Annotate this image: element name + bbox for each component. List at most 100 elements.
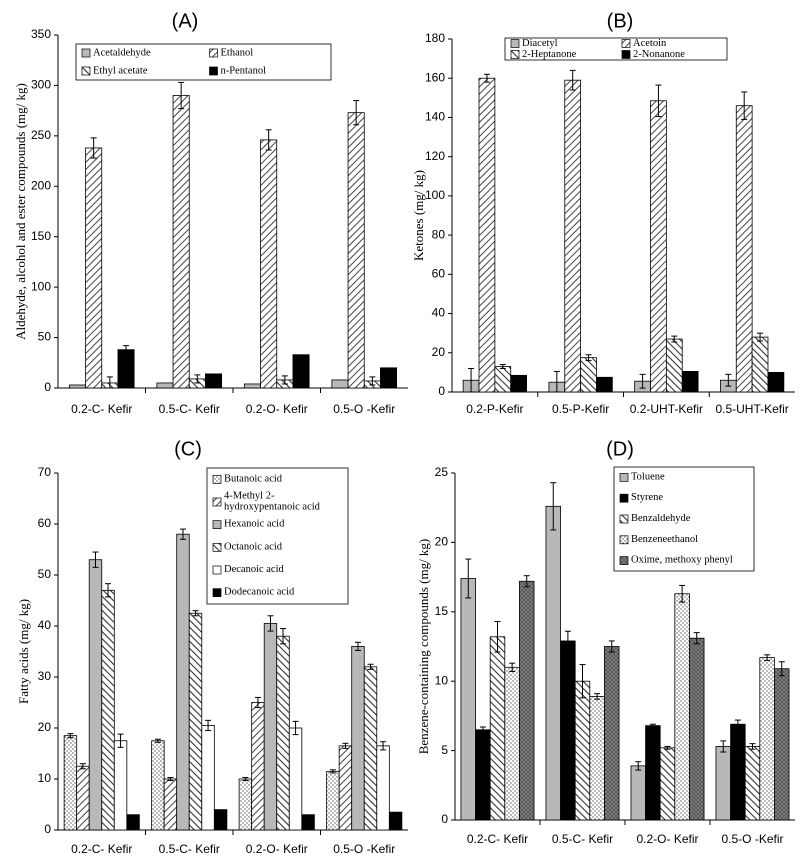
legend-swatch-n-pentanol xyxy=(209,66,218,76)
y-tick-label: 100 xyxy=(31,279,51,293)
bar-acetoin-0-2-uht-kefir xyxy=(650,100,667,393)
legend-swatch-ethanol xyxy=(209,48,218,58)
bar-benzaldehyde-0-2-o-kefir xyxy=(659,747,676,821)
bar-benzaldehyde-0-5-o-kefir xyxy=(744,746,761,821)
bar-hexanoic-acid-0-5-o-kefir xyxy=(351,646,365,831)
legend-label-decanoic-acid: Decanoic acid xyxy=(224,564,285,575)
y-tick-label: 40 xyxy=(38,618,52,632)
bar-butanoic-acid-0-2-c-kefir xyxy=(63,735,78,831)
y-tick-label: 60 xyxy=(38,516,52,530)
legend-label-toluene: Toluene xyxy=(631,472,665,483)
legend-swatch-octanoic-acid xyxy=(212,542,222,552)
bar-2-heptanone-0-5-uht-kefir xyxy=(751,336,769,393)
category-label-0-5-p-kefir: 0.5-P-Kefir xyxy=(552,402,609,416)
bar-styrene-0-5-c-kefir xyxy=(560,640,576,821)
legend: Diacetyl Acetoin 2-Heptanone 2-Nonanone xyxy=(504,37,728,61)
y-tick-label: 70 xyxy=(38,465,52,479)
legend-swatch-2-nonanone xyxy=(621,50,631,59)
legend-label-n-pentanol: n-Pentanol xyxy=(221,65,267,76)
legend-label-benzeneethanol: Benzeneethanol xyxy=(631,534,698,545)
legend-swatch-dodecanoic-acid xyxy=(212,588,222,598)
category-label-0-2-p-kefir: 0.2-P-Kefir xyxy=(466,402,523,416)
legend-label-butanoic-acid: Butanoic acid xyxy=(224,474,283,485)
chart-panel-3: (C) Fatty acids (mg/ kg) 0 10 20 30 40 50 60 70 0.… xyxy=(16,438,408,856)
legend-swatch-benzaldehyde xyxy=(619,514,629,524)
y-axis-label: Ketones (mg/ kg) xyxy=(411,170,426,261)
bar-ethanol-0-5-c-kefir xyxy=(172,95,190,389)
bar-butanoic-acid-0-5-o-kefir xyxy=(326,770,340,831)
legend-box xyxy=(504,37,728,61)
legend-swatch-decanoic-acid xyxy=(212,565,222,575)
bar-acetaldehyde-0-5-c-kefir xyxy=(156,382,174,389)
bar-ethanol-0-2-o-kefir xyxy=(260,139,278,389)
bar-dodecanoic-acid-0-5-c-kefir xyxy=(213,809,228,831)
bar-butanoic-acid-0-5-c-kefir xyxy=(151,740,165,831)
bar-toluene-0-2-c-kefir xyxy=(460,578,476,821)
y-tick-label: 10 xyxy=(38,771,52,785)
chart-panel-1: (A) Aldehyde, alcohol and ester compounds… xyxy=(13,10,408,416)
legend-swatch-styrene xyxy=(619,493,629,503)
bar-oxime-methoxy-phenyl-0-5-c-kefir xyxy=(604,646,620,821)
bar-styrene-0-2-c-kefir xyxy=(475,729,491,821)
legend-box xyxy=(206,467,349,605)
bar-dodecanoic-acid-0-2-o-kefir xyxy=(301,814,315,831)
bar-toluene-0-5-o-kefir xyxy=(715,746,731,821)
bar-hexanoic-acid-0-2-o-kefir xyxy=(263,623,278,831)
legend-label-2-nonanone: 2-Nonanone xyxy=(633,49,685,60)
y-tick-label: 20 xyxy=(38,720,52,734)
bar-2-heptanone-0-2-uht-kefir xyxy=(665,338,683,393)
bar-butanoic-acid-0-2-o-kefir xyxy=(238,778,253,831)
bar-n-pentanol-0-2-c-kefir xyxy=(117,349,135,389)
bar-hexanoic-acid-0-2-c-kefir xyxy=(88,559,103,831)
bar-ethanol-0-5-o-kefir xyxy=(347,112,365,389)
y-tick-label: 100 xyxy=(425,188,445,202)
legend-swatch-benzeneethanol xyxy=(619,535,629,545)
bar-acetoin-0-5-p-kefir xyxy=(564,79,582,393)
bar-2-nonanone-0-5-p-kefir xyxy=(596,376,613,393)
panel-label: (D) xyxy=(606,438,634,460)
bar-decanoic-acid-0-5-o-kefir xyxy=(376,745,390,831)
category-label-0-5-c-kefir: 0.5-C- Kefir xyxy=(159,402,220,416)
y-tick-label: 20 xyxy=(432,345,446,359)
bar-4-methyl-2-hydroxypentanoic-acid-0-5-o-kefir xyxy=(338,745,353,831)
category-label-0-2-c-kefir: 0.2-C- Kefir xyxy=(71,402,132,416)
bar-acetoin-0-5-uht-kefir xyxy=(735,105,753,393)
panel-label: (C) xyxy=(174,438,202,460)
category-label-0-2-o-kefir: 0.2-O- Kefir xyxy=(246,402,308,416)
bar-octanoic-acid-0-2-c-kefir xyxy=(101,589,115,831)
bar-acetaldehyde-0-5-o-kefir xyxy=(331,379,349,389)
legend-swatch-4-methyl-2-hydroxypentanoic-acid xyxy=(212,497,222,507)
bar-styrene-0-5-o-kefir xyxy=(730,723,746,821)
legend-label-acetoin: Acetoin xyxy=(633,38,667,49)
legend-swatch-2-heptanone xyxy=(510,50,520,59)
category-label-0-5-o-kefir: 0.5-O -Kefir xyxy=(333,402,395,416)
legend: Butanoic acid 4-Methyl 2-hydroxypentanoic… xyxy=(206,467,349,605)
y-tick-label: 20 xyxy=(435,535,449,549)
legend: Acetaldehyde Ethanol Ethyl acetate n-Pentan… xyxy=(75,43,332,81)
y-tick-label: 50 xyxy=(38,567,52,581)
bar-benzeneethanol-0-5-c-kefir xyxy=(589,696,605,821)
legend-swatch-toluene xyxy=(619,473,629,482)
bar-octanoic-acid-0-2-o-kefir xyxy=(276,635,290,831)
y-tick-label: 300 xyxy=(31,78,51,92)
y-tick-label: 15 xyxy=(435,604,449,618)
chart-panel-2: (B) Ketones (mg/ kg) 0 20 40 60 80 100 120 140 160… xyxy=(411,10,795,416)
bar-octanoic-acid-0-5-c-kefir xyxy=(188,612,203,831)
legend-label-octanoic-acid: Octanoic acid xyxy=(224,542,283,553)
legend-label-4-methyl-2-hydroxypentanoic-acid: 4-Methyl 2-hydroxypentanoic acid xyxy=(224,491,321,513)
legend-label-diacetyl: Diacetyl xyxy=(522,38,558,49)
bar-benzaldehyde-0-5-c-kefir xyxy=(574,680,591,821)
bar-2-heptanone-0-5-p-kefir xyxy=(580,357,597,393)
bar-dodecanoic-acid-0-2-c-kefir xyxy=(126,814,140,831)
bar-dodecanoic-acid-0-5-o-kefir xyxy=(388,811,403,831)
legend-box xyxy=(613,466,755,572)
bar-2-nonanone-0-2-uht-kefir xyxy=(681,371,699,393)
bar-2-heptanone-0-2-p-kefir xyxy=(494,366,512,393)
bar-hexanoic-acid-0-5-c-kefir xyxy=(176,533,190,831)
panel-label: (B) xyxy=(607,10,634,32)
y-tick-label: 200 xyxy=(31,178,51,192)
y-tick-label: 180 xyxy=(425,31,445,45)
y-tick-label: 250 xyxy=(31,128,51,142)
